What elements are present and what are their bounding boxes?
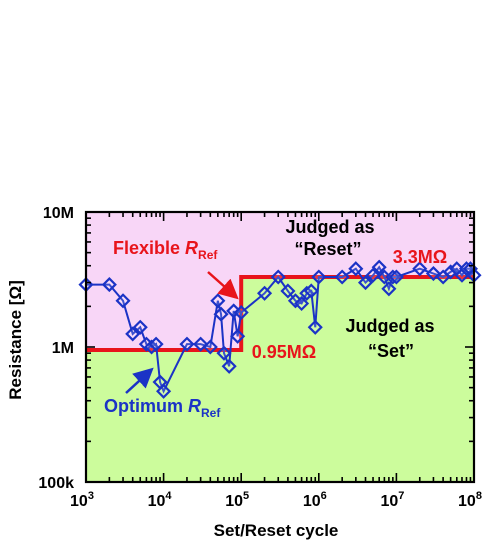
- x-tick-exponent: 3: [88, 490, 94, 502]
- data-point: [334, 269, 350, 285]
- optimum-ref-r: R: [188, 396, 201, 416]
- data-point: [213, 306, 229, 322]
- set-region: [86, 277, 474, 482]
- x-tick-label: 103: [70, 490, 94, 510]
- data-point: [132, 319, 148, 335]
- flexible-ref-label: Flexible RRef: [113, 238, 218, 262]
- data-point: [365, 267, 381, 283]
- set-judge-label-line1: Judged as: [345, 316, 434, 336]
- axes: [84, 210, 476, 484]
- y-axis-title: Resistance [Ω]: [6, 280, 25, 399]
- x-tick-label: 106: [303, 490, 327, 510]
- y-tick-label: 10M: [43, 205, 74, 222]
- upper-ref-value-label: 3.3MΩ: [393, 247, 447, 267]
- data-point: [148, 336, 164, 352]
- optimum-ref-prefix: Optimum: [104, 396, 188, 416]
- data-point: [294, 295, 310, 312]
- flexible-ref-arrow: [207, 271, 239, 300]
- optimum-ref-arrow: [125, 367, 154, 394]
- y-tick-label: 1M: [52, 340, 74, 357]
- x-tick-exponent: 6: [321, 490, 327, 502]
- x-tick-base: 10: [380, 493, 398, 510]
- x-tick-exponent: 4: [165, 490, 172, 502]
- data-point: [371, 259, 387, 275]
- flexible-ref-sub: Ref: [198, 248, 218, 262]
- x-tick-exponent: 5: [243, 490, 249, 502]
- x-tick-label: 105: [225, 490, 249, 510]
- data-point: [216, 345, 232, 361]
- data-point: [221, 358, 237, 374]
- data-point: [270, 269, 286, 285]
- x-tick-base: 10: [148, 493, 166, 510]
- optimum-ref-label: Optimum RRef: [104, 396, 221, 420]
- reset-judge-label-line1: Judged as: [285, 217, 374, 237]
- data-point: [357, 275, 374, 291]
- data-point: [381, 281, 397, 297]
- data-point: [257, 285, 273, 301]
- x-tick-exponent: 8: [476, 490, 482, 502]
- data-point: [115, 293, 131, 309]
- data-point: [443, 264, 459, 280]
- x-tick-exponent: 7: [398, 490, 404, 502]
- x-tick-label: 104: [148, 490, 173, 510]
- data-point: [230, 328, 246, 344]
- data-point: [202, 339, 218, 355]
- flexible-ref-r: R: [185, 238, 198, 258]
- data-point: [125, 326, 141, 342]
- reset-judge-label-line2: “Reset”: [294, 239, 361, 259]
- x-tick-label: 108: [458, 490, 482, 510]
- data-point: [280, 283, 296, 299]
- measured-series: [78, 259, 482, 399]
- x-tick-base: 10: [225, 493, 243, 510]
- data-point: [307, 319, 323, 335]
- flexible-ref-prefix: Flexible: [113, 238, 185, 258]
- data-point: [101, 277, 117, 293]
- data-point: [179, 336, 195, 352]
- data-point: [412, 261, 428, 277]
- x-tick-base: 10: [458, 493, 476, 510]
- lower-ref-value-label: 0.95MΩ: [252, 342, 316, 362]
- x-tick-label: 107: [380, 490, 404, 510]
- data-point: [233, 304, 249, 321]
- data-point: [311, 269, 327, 285]
- x-tick-base: 10: [303, 493, 321, 510]
- y-tick-label: 100k: [38, 475, 74, 492]
- data-point: [348, 261, 364, 277]
- data-point: [388, 269, 404, 285]
- x-tick-base: 10: [70, 493, 88, 510]
- optimum-ref-sub: Ref: [201, 406, 221, 420]
- data-point: [156, 383, 172, 399]
- data-point: [303, 283, 319, 299]
- set-judge-label-line2: “Set”: [368, 341, 414, 361]
- x-axis-title: Set/Reset cycle: [214, 521, 339, 540]
- data-point: [385, 269, 401, 285]
